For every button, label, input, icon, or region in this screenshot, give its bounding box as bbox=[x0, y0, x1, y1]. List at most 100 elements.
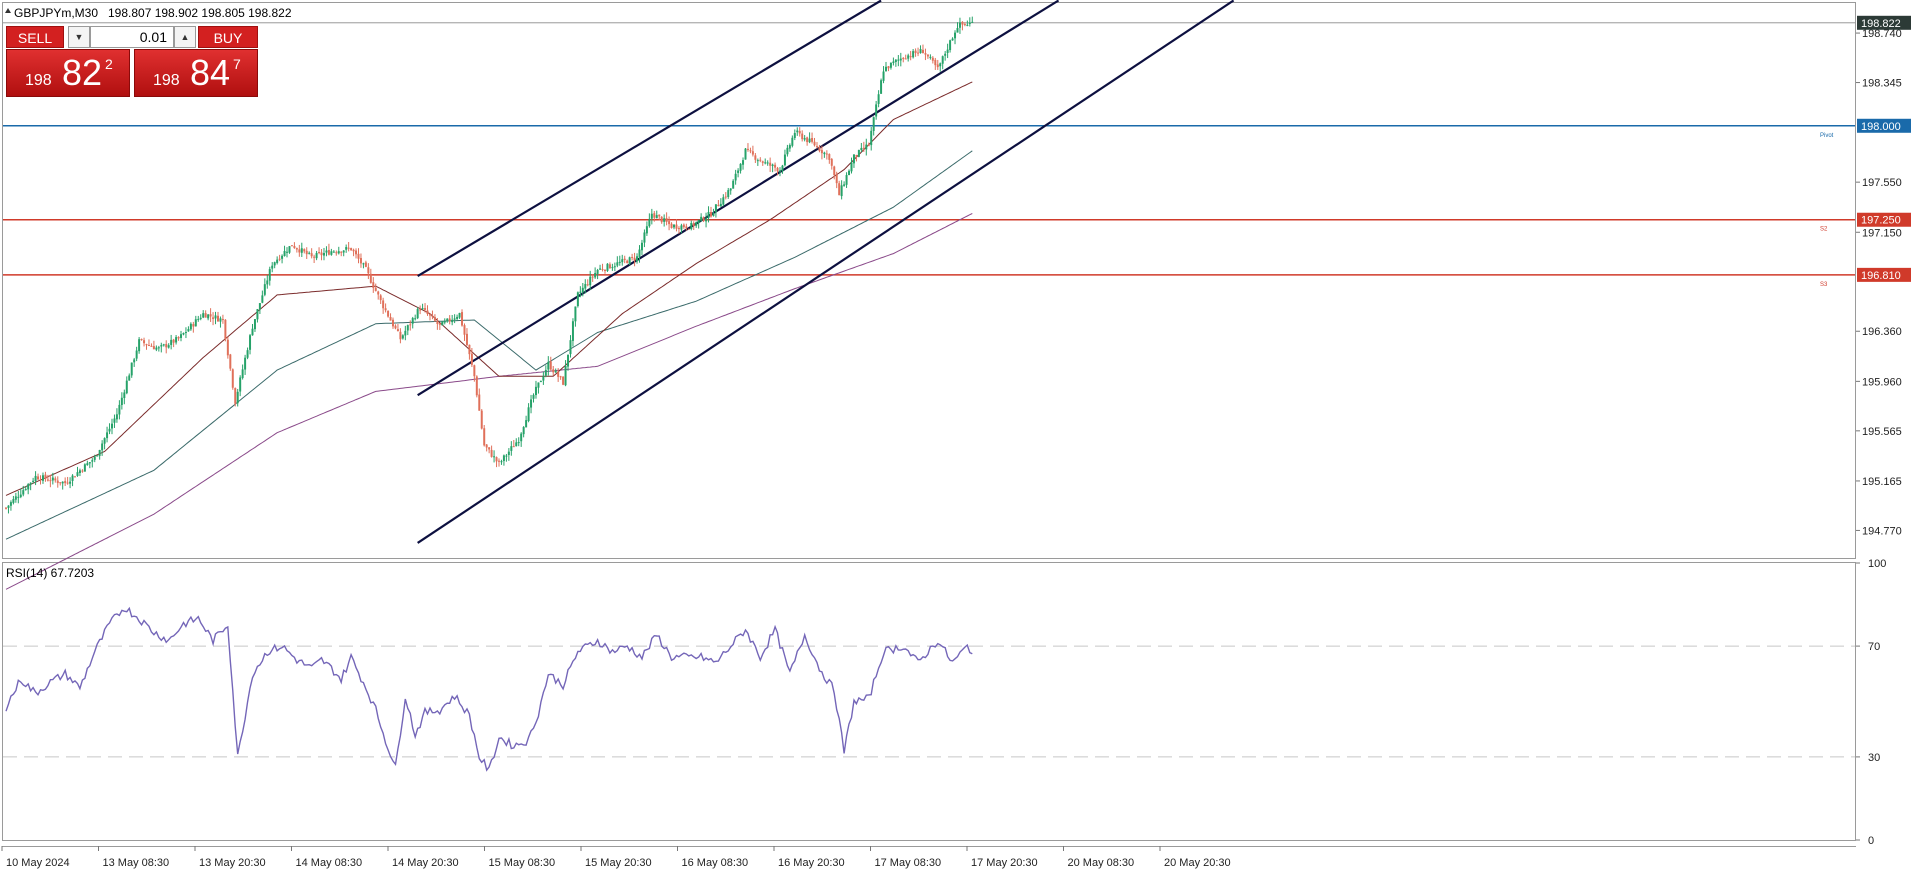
candle-body bbox=[231, 369, 234, 388]
candle-body bbox=[734, 173, 737, 181]
rsi-tick-label: 0 bbox=[1868, 835, 1874, 847]
candle-body bbox=[880, 80, 883, 94]
candle-body bbox=[103, 438, 106, 444]
candle-body bbox=[300, 248, 303, 253]
candle-body bbox=[875, 104, 878, 117]
candle-body bbox=[318, 252, 321, 254]
candle-body bbox=[944, 53, 947, 56]
time-tick-label: 15 May 08:30 bbox=[489, 857, 556, 869]
price-tag bbox=[1857, 118, 1911, 133]
price-tick-label: 196.360 bbox=[1862, 326, 1902, 338]
candle-body bbox=[633, 257, 636, 261]
buy-button[interactable]: BUY bbox=[198, 26, 258, 48]
candle-body bbox=[322, 253, 325, 256]
candle-body bbox=[78, 470, 81, 473]
channel-trend-line bbox=[417, 0, 882, 278]
candle-body bbox=[293, 245, 296, 249]
candle-body bbox=[626, 260, 629, 264]
moving-average-line bbox=[5, 213, 973, 590]
candle-body bbox=[276, 259, 279, 263]
candle-body bbox=[483, 428, 486, 446]
candle-body bbox=[428, 313, 431, 316]
candle-body bbox=[96, 455, 99, 457]
price-tag bbox=[1857, 267, 1911, 282]
candle-body bbox=[172, 339, 175, 343]
candle-body bbox=[253, 319, 256, 330]
price-tick-label: 195.960 bbox=[1862, 376, 1902, 388]
candle-body bbox=[537, 382, 540, 388]
candle-body bbox=[801, 133, 804, 140]
candle-body bbox=[83, 464, 86, 472]
candle-body bbox=[226, 339, 229, 356]
candle-body bbox=[125, 380, 128, 394]
candle-body bbox=[41, 475, 44, 481]
candle-body bbox=[887, 66, 890, 69]
candle-body bbox=[709, 212, 712, 217]
candle-body bbox=[135, 350, 138, 359]
candle-body bbox=[465, 333, 468, 346]
candle-body bbox=[212, 317, 215, 319]
candle-body bbox=[34, 475, 37, 481]
candle-body bbox=[951, 38, 954, 41]
candle-body bbox=[9, 502, 12, 506]
lot-size-input[interactable]: 0.01 bbox=[90, 26, 174, 48]
candle-body bbox=[833, 166, 836, 176]
candle-body bbox=[510, 446, 513, 451]
candle-body bbox=[54, 478, 57, 481]
candle-body bbox=[579, 291, 582, 293]
candle-body bbox=[273, 262, 276, 266]
candle-body bbox=[850, 162, 853, 172]
ask-price-button[interactable]: 198 84 7 bbox=[134, 49, 258, 97]
candle-body bbox=[707, 211, 710, 219]
candle-body bbox=[110, 423, 113, 429]
candle-body bbox=[564, 365, 567, 386]
price-tag-label: 196.810 bbox=[1861, 270, 1901, 282]
level-name: Pivot bbox=[1820, 133, 1834, 139]
candle-body bbox=[451, 319, 454, 323]
candle-body bbox=[180, 334, 183, 338]
candle-body bbox=[49, 480, 52, 482]
candle-body bbox=[591, 276, 594, 278]
candle-body bbox=[717, 204, 720, 207]
lot-decrease-icon[interactable]: ▼ bbox=[68, 26, 90, 48]
candle-body bbox=[835, 174, 838, 184]
candle-body bbox=[377, 291, 380, 295]
candle-body bbox=[692, 223, 695, 227]
candle-body bbox=[101, 443, 104, 451]
candle-body bbox=[576, 292, 579, 307]
candle-body bbox=[547, 361, 550, 370]
candle-body bbox=[128, 375, 131, 381]
lot-increase-icon[interactable]: ▲ bbox=[174, 26, 196, 48]
candle-body bbox=[27, 484, 30, 490]
candle-body bbox=[256, 309, 259, 320]
level-name: S2 bbox=[1820, 227, 1828, 233]
candle-body bbox=[184, 332, 187, 334]
candle-body bbox=[766, 162, 769, 164]
candle-body bbox=[963, 24, 966, 26]
candle-body bbox=[165, 343, 168, 348]
candle-body bbox=[912, 51, 915, 58]
candle-body bbox=[608, 264, 611, 269]
candle-body bbox=[840, 185, 843, 197]
bid-price-button[interactable]: 198 82 2 bbox=[6, 49, 130, 97]
candle-body bbox=[867, 145, 870, 147]
candle-body bbox=[352, 249, 355, 252]
candle-body bbox=[746, 148, 749, 150]
candle-body bbox=[150, 345, 153, 347]
candle-body bbox=[56, 480, 59, 484]
candle-body bbox=[815, 146, 818, 148]
candle-body bbox=[32, 480, 35, 482]
candle-body bbox=[946, 49, 949, 53]
candle-body bbox=[776, 167, 779, 172]
candle-body bbox=[202, 313, 205, 318]
sell-button[interactable]: SELL bbox=[6, 26, 64, 48]
candle-body bbox=[367, 267, 370, 274]
candle-body bbox=[37, 476, 40, 480]
candle-body bbox=[677, 228, 680, 230]
collapse-arrow-icon[interactable] bbox=[5, 8, 11, 13]
candle-body bbox=[603, 270, 606, 272]
candle-body bbox=[638, 249, 641, 257]
candle-body bbox=[611, 267, 614, 269]
